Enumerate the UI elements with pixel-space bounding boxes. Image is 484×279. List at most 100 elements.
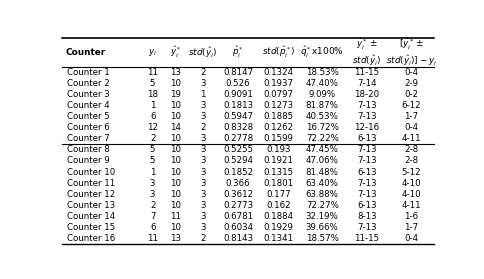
Text: 0.8147: 0.8147 bbox=[223, 68, 253, 77]
Text: 2: 2 bbox=[150, 201, 155, 210]
Text: 47.06%: 47.06% bbox=[306, 157, 339, 165]
Text: 0.1852: 0.1852 bbox=[223, 167, 253, 177]
Text: 18.57%: 18.57% bbox=[306, 234, 339, 243]
Text: 11: 11 bbox=[170, 212, 181, 221]
Text: 0.9091: 0.9091 bbox=[223, 90, 253, 99]
Text: 3: 3 bbox=[150, 179, 155, 187]
Text: 39.66%: 39.66% bbox=[306, 223, 339, 232]
Text: Counter 4: Counter 4 bbox=[67, 101, 110, 110]
Text: 8-13: 8-13 bbox=[357, 212, 377, 221]
Text: 11: 11 bbox=[147, 234, 158, 243]
Text: Counter 2: Counter 2 bbox=[67, 79, 110, 88]
Text: 0.1262: 0.1262 bbox=[264, 123, 294, 132]
Text: Counter: Counter bbox=[65, 48, 106, 57]
Text: 6-13: 6-13 bbox=[357, 201, 377, 210]
Text: 1: 1 bbox=[150, 167, 155, 177]
Text: 7-13: 7-13 bbox=[357, 223, 377, 232]
Text: 3: 3 bbox=[200, 190, 205, 199]
Text: 6-13: 6-13 bbox=[357, 167, 377, 177]
Text: 0.162: 0.162 bbox=[267, 201, 291, 210]
Text: 0.1937: 0.1937 bbox=[264, 79, 294, 88]
Text: 3: 3 bbox=[200, 179, 205, 187]
Text: 1-6: 1-6 bbox=[404, 212, 419, 221]
Text: Counter 14: Counter 14 bbox=[67, 212, 115, 221]
Text: 10: 10 bbox=[170, 101, 181, 110]
Text: 3: 3 bbox=[200, 112, 205, 121]
Text: 11: 11 bbox=[147, 68, 158, 77]
Text: 3: 3 bbox=[200, 223, 205, 232]
Text: 0.1599: 0.1599 bbox=[264, 134, 294, 143]
Text: 0.177: 0.177 bbox=[267, 190, 291, 199]
Text: 0.8328: 0.8328 bbox=[223, 123, 253, 132]
Text: 2-8: 2-8 bbox=[404, 157, 419, 165]
Text: 0-4: 0-4 bbox=[404, 123, 419, 132]
Text: Counter 9: Counter 9 bbox=[67, 157, 110, 165]
Text: 3: 3 bbox=[200, 79, 205, 88]
Text: 0.1324: 0.1324 bbox=[264, 68, 294, 77]
Text: 10: 10 bbox=[170, 79, 181, 88]
Text: 11-15: 11-15 bbox=[354, 234, 379, 243]
Text: 18-20: 18-20 bbox=[354, 90, 379, 99]
Text: 7-13: 7-13 bbox=[357, 145, 377, 154]
Text: 2: 2 bbox=[150, 134, 155, 143]
Text: 72.27%: 72.27% bbox=[306, 201, 339, 210]
Text: 0.8143: 0.8143 bbox=[223, 234, 253, 243]
Text: 9.09%: 9.09% bbox=[309, 90, 336, 99]
Text: 0.193: 0.193 bbox=[267, 145, 291, 154]
Text: Counter 13: Counter 13 bbox=[67, 201, 115, 210]
Text: 0.0797: 0.0797 bbox=[264, 90, 294, 99]
Text: 10: 10 bbox=[170, 190, 181, 199]
Text: 10: 10 bbox=[170, 223, 181, 232]
Text: 5: 5 bbox=[150, 157, 155, 165]
Text: 14: 14 bbox=[170, 123, 181, 132]
Text: 47.40%: 47.40% bbox=[306, 79, 339, 88]
Text: 11-15: 11-15 bbox=[354, 68, 379, 77]
Text: 18.53%: 18.53% bbox=[306, 68, 339, 77]
Text: 0.1273: 0.1273 bbox=[264, 101, 294, 110]
Text: 3: 3 bbox=[200, 201, 205, 210]
Text: $std(\hat{p}_i^*)$: $std(\hat{p}_i^*)$ bbox=[262, 45, 295, 60]
Text: 0.1813: 0.1813 bbox=[223, 101, 253, 110]
Text: 0.2773: 0.2773 bbox=[223, 201, 253, 210]
Text: Counter 16: Counter 16 bbox=[67, 234, 115, 243]
Text: 0-2: 0-2 bbox=[404, 90, 419, 99]
Text: 16.72%: 16.72% bbox=[306, 123, 339, 132]
Text: $\hat{y}_i^*$: $\hat{y}_i^*$ bbox=[169, 45, 182, 60]
Text: 7: 7 bbox=[150, 212, 155, 221]
Text: $y_i$: $y_i$ bbox=[148, 47, 157, 58]
Text: 2-8: 2-8 bbox=[404, 145, 419, 154]
Text: 72.22%: 72.22% bbox=[306, 134, 339, 143]
Text: 2: 2 bbox=[200, 234, 205, 243]
Text: 5-12: 5-12 bbox=[402, 167, 421, 177]
Text: 10: 10 bbox=[170, 157, 181, 165]
Text: $\hat{q}_i^*$x100%: $\hat{q}_i^*$x100% bbox=[301, 45, 344, 60]
Text: 63.88%: 63.88% bbox=[306, 190, 339, 199]
Text: 6: 6 bbox=[150, 112, 155, 121]
Text: Counter 3: Counter 3 bbox=[67, 90, 110, 99]
Text: 3: 3 bbox=[200, 157, 205, 165]
Text: 0.1921: 0.1921 bbox=[264, 157, 294, 165]
Text: Counter 5: Counter 5 bbox=[67, 112, 110, 121]
Text: 12-16: 12-16 bbox=[354, 123, 379, 132]
Text: 40.53%: 40.53% bbox=[306, 112, 339, 121]
Text: 0.2778: 0.2778 bbox=[223, 134, 253, 143]
Text: Counter 8: Counter 8 bbox=[67, 145, 110, 154]
Text: 10: 10 bbox=[170, 167, 181, 177]
Text: 1: 1 bbox=[150, 101, 155, 110]
Text: 7-13: 7-13 bbox=[357, 179, 377, 187]
Text: Counter 10: Counter 10 bbox=[67, 167, 115, 177]
Text: 4-11: 4-11 bbox=[402, 134, 421, 143]
Text: $\hat{p}_i^*$: $\hat{p}_i^*$ bbox=[232, 45, 244, 60]
Text: 10: 10 bbox=[170, 112, 181, 121]
Text: Counter 6: Counter 6 bbox=[67, 123, 110, 132]
Text: $std(\hat{y}_i)$: $std(\hat{y}_i)$ bbox=[188, 45, 217, 60]
Text: 2: 2 bbox=[200, 123, 205, 132]
Text: 0.5294: 0.5294 bbox=[223, 157, 253, 165]
Text: Counter 12: Counter 12 bbox=[67, 190, 115, 199]
Text: Counter 1: Counter 1 bbox=[67, 68, 110, 77]
Text: 5: 5 bbox=[150, 145, 155, 154]
Text: 13: 13 bbox=[170, 68, 181, 77]
Text: 10: 10 bbox=[170, 145, 181, 154]
Text: 18: 18 bbox=[147, 90, 158, 99]
Text: 10: 10 bbox=[170, 201, 181, 210]
